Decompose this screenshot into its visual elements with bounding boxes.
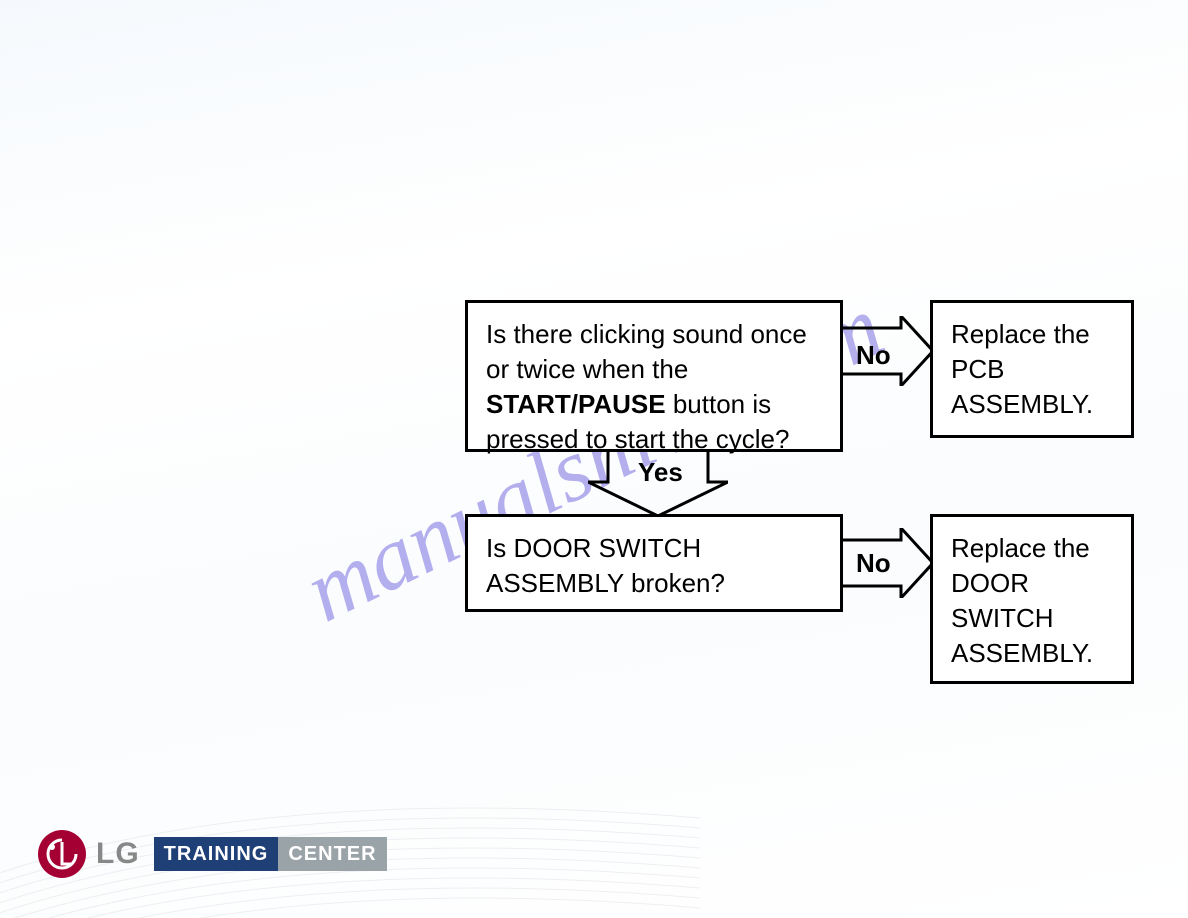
edge-label-yes: Yes xyxy=(638,457,683,488)
lg-logo-icon xyxy=(38,830,86,878)
flow-a2-text: Replace the DOOR SWITCH ASSEMBLY. xyxy=(951,533,1093,668)
training-center-badge: TRAINING CENTER xyxy=(154,837,387,871)
flow-answer-2: Replace the DOOR SWITCH ASSEMBLY. xyxy=(930,514,1134,684)
logo-area: LG TRAINING CENTER xyxy=(38,830,387,878)
flow-question-2: Is DOOR SWITCH ASSEMBLY broken? xyxy=(465,514,843,612)
edge-label-no-1: No xyxy=(856,340,891,371)
flow-q1-bold: START/PAUSE xyxy=(486,389,666,419)
flow-q2-text: Is DOOR SWITCH ASSEMBLY broken? xyxy=(486,533,725,598)
flow-answer-1: Replace the PCB ASSEMBLY. xyxy=(930,300,1134,438)
flow-question-1: Is there clicking sound once or twice wh… xyxy=(465,300,843,452)
badge-center: CENTER xyxy=(278,837,386,871)
lg-logo-text: LG xyxy=(96,837,140,871)
flow-q1-pre: Is there clicking sound once or twice wh… xyxy=(486,319,807,384)
edge-label-no-2: No xyxy=(856,548,891,579)
badge-training: TRAINING xyxy=(154,837,279,871)
flow-a1-text: Replace the PCB ASSEMBLY. xyxy=(951,319,1093,419)
